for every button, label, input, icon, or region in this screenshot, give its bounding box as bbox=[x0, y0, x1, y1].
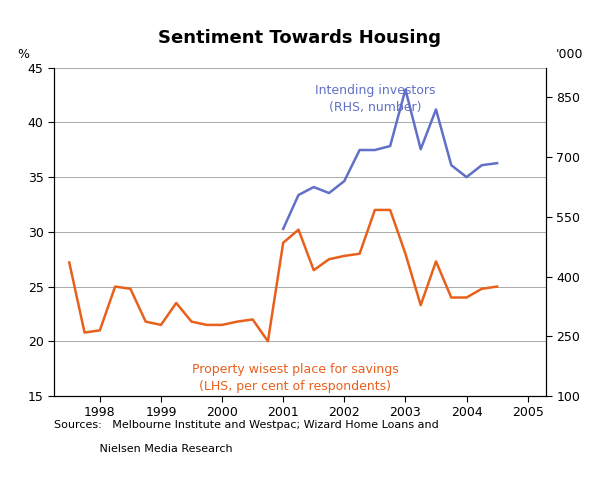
Text: Nielsen Media Research: Nielsen Media Research bbox=[54, 444, 233, 455]
Text: Sources:   Melbourne Institute and Westpac; Wizard Home Loans and: Sources: Melbourne Institute and Westpac… bbox=[54, 420, 439, 430]
Text: '000: '000 bbox=[556, 48, 583, 61]
Text: %: % bbox=[17, 48, 29, 61]
Text: Sentiment Towards Housing: Sentiment Towards Housing bbox=[158, 29, 442, 47]
Text: Intending investors
(RHS, number): Intending investors (RHS, number) bbox=[314, 84, 435, 114]
Text: Property wisest place for savings
(LHS, per cent of respondents): Property wisest place for savings (LHS, … bbox=[192, 363, 399, 393]
